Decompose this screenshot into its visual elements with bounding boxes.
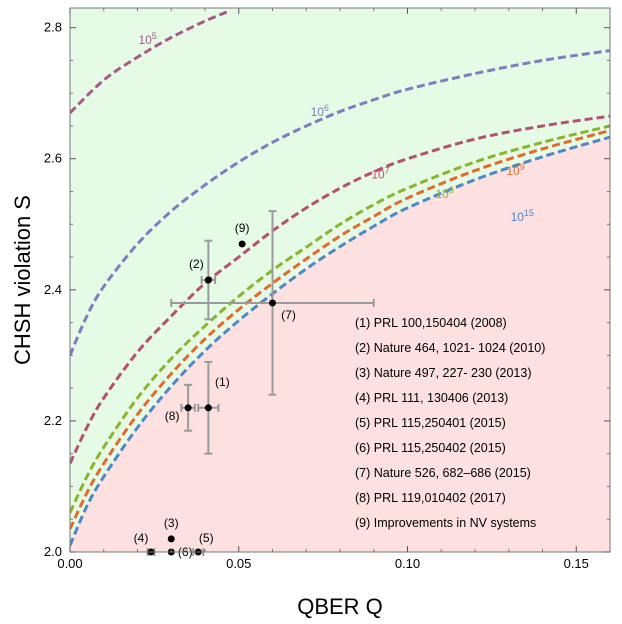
curve-labels: 105 106 107 108 109 1015 xyxy=(138,31,534,224)
y-axis-title: CHSH violation S xyxy=(10,195,35,365)
curve-label-7: 107 xyxy=(371,165,389,181)
legend-entry: (9) Improvements in NV systems xyxy=(355,516,536,530)
insecure-region xyxy=(70,137,610,552)
point-label: (8) xyxy=(165,409,180,423)
point-label: (3) xyxy=(164,516,179,530)
curves xyxy=(70,9,610,547)
curve-label-8: 108 xyxy=(435,185,453,201)
curve-label-5: 105 xyxy=(138,31,156,47)
curve-10-6 xyxy=(70,49,610,356)
legend-entry: (5) PRL 115,250401 (2015) xyxy=(355,416,506,430)
x-tick-label: 0.00 xyxy=(57,556,82,571)
curve-10-5 xyxy=(70,9,230,114)
y-tick-label: 2.2 xyxy=(44,413,62,428)
x-tick-label: 0.05 xyxy=(226,556,251,571)
background-regions xyxy=(70,8,610,552)
point-(1) xyxy=(204,404,212,412)
curve-10-7 xyxy=(70,114,610,465)
x-tick-label: 0.10 xyxy=(395,556,420,571)
curve-label-15: 1015 xyxy=(511,208,534,224)
legend-entry: (1) PRL 100,150404 (2008) xyxy=(355,316,507,330)
point-(9) xyxy=(238,240,246,248)
point-label: (5) xyxy=(199,531,214,545)
x-axis-title: QBER Q xyxy=(297,594,383,619)
curve-label-6: 106 xyxy=(311,103,329,119)
curve-label-9: 109 xyxy=(506,162,524,178)
legend-entry: (3) Nature 497, 227- 230 (2013) xyxy=(355,366,532,380)
legend-entry: (8) PRL 119,010402 (2017) xyxy=(355,491,506,505)
point-(7) xyxy=(269,299,276,307)
point-label: (1) xyxy=(215,375,230,389)
legend-entry: (4) PRL 111, 130406 (2013) xyxy=(355,391,508,405)
y-tick-label: 2.8 xyxy=(44,20,62,35)
point-label: (2) xyxy=(189,257,204,271)
point-label: (7) xyxy=(281,308,296,322)
curve-10-15 xyxy=(70,135,610,547)
axes: 0.00 0.05 0.10 0.15 2.0 2.2 2.4 2.6 2.8 xyxy=(44,7,611,571)
legend-entry: (2) Nature 464, 1021- 1024 (2010) xyxy=(355,341,545,355)
point-label: (9) xyxy=(235,221,250,235)
point-(8) xyxy=(184,404,192,412)
y-tick-label: 2.4 xyxy=(44,282,62,297)
legend-entry: (7) Nature 526, 682–686 (2015) xyxy=(355,466,531,480)
point-(3) xyxy=(167,535,175,543)
legend: (1) PRL 100,150404 (2008) (2) Nature 464,… xyxy=(355,316,545,530)
y-tick-label: 2.0 xyxy=(44,544,62,559)
y-tick-label: 2.6 xyxy=(44,151,62,166)
curve-10-9 xyxy=(70,129,610,530)
curve-10-8 xyxy=(70,124,610,514)
x-tick-label: 0.15 xyxy=(564,556,589,571)
point-label: (4) xyxy=(134,531,149,545)
point-(2) xyxy=(204,276,212,284)
legend-entry: (6) PRL 115,250402 (2015) xyxy=(355,441,506,455)
